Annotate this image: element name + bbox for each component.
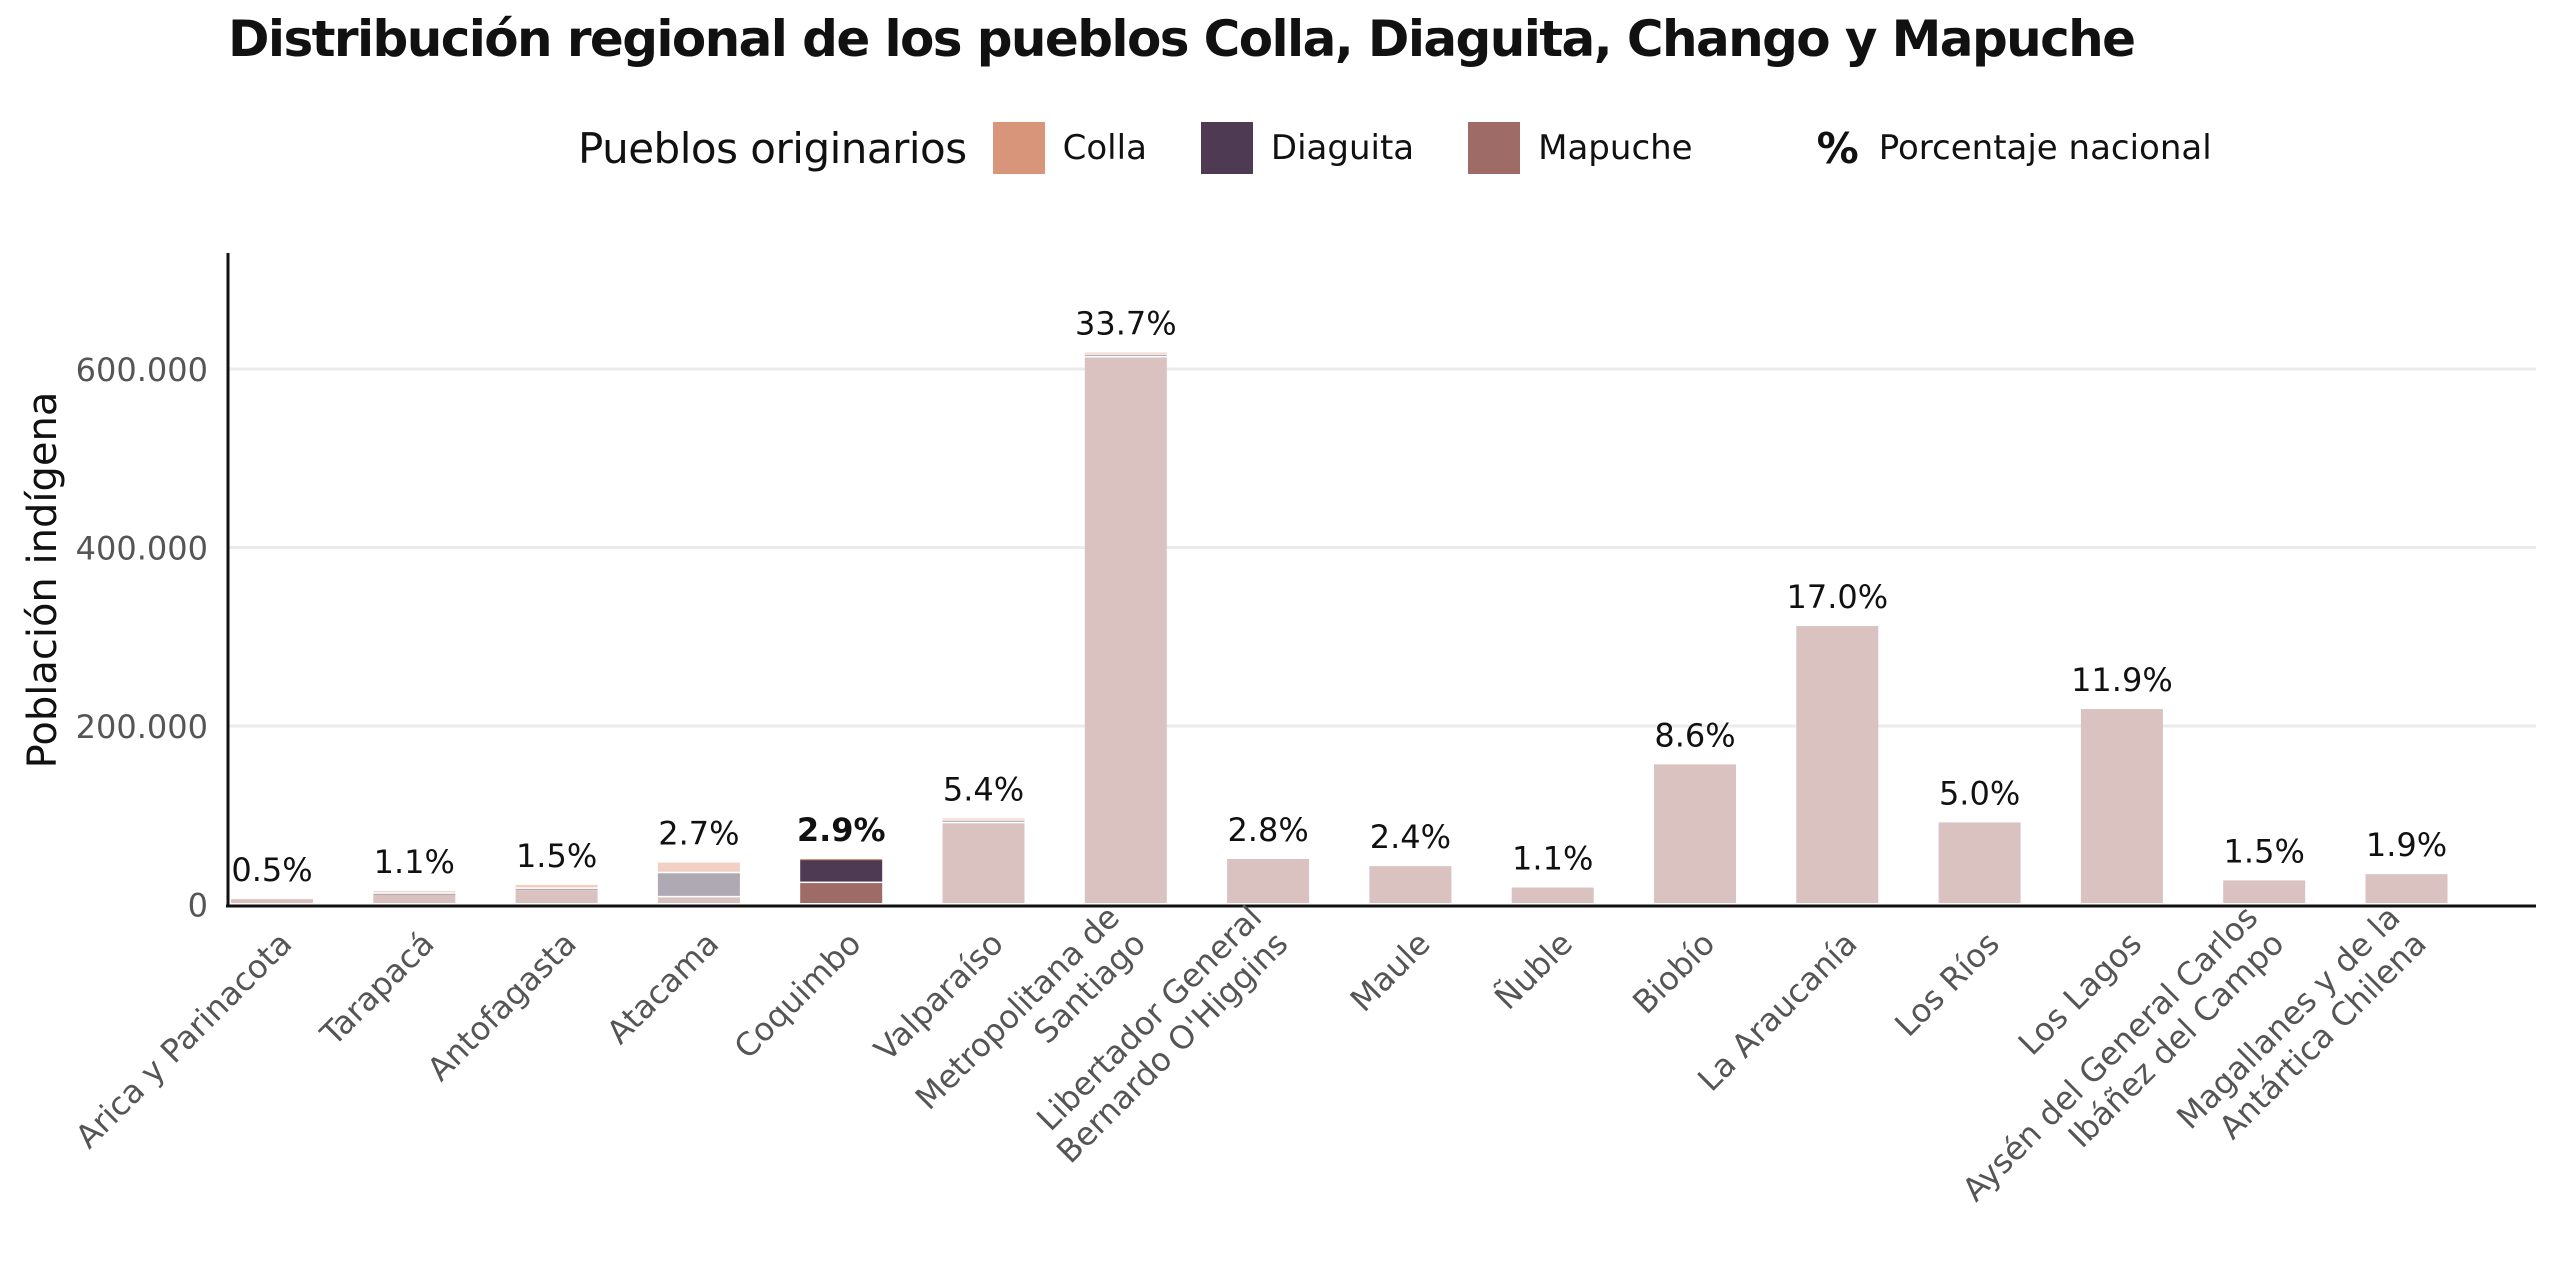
- percent-label: 5.4%: [943, 770, 1024, 808]
- y-tick-label: 600.000: [76, 351, 208, 389]
- bar-mapuche-los-rios: [1938, 822, 2021, 903]
- bar-colla-atacama: [657, 862, 740, 872]
- svg-text:Biobío: Biobío: [1625, 924, 1722, 1021]
- svg-text:Tarapacá: Tarapacá: [312, 924, 441, 1053]
- bar-colla-metropolitana-de-santiago: [1084, 352, 1167, 354]
- bar-mapuche-valparaiso: [942, 823, 1025, 903]
- legend-item-mapuche: Mapuche: [1468, 122, 1693, 174]
- bar-mapuche-metropolitana-de-santiago: [1084, 357, 1167, 904]
- bar-mapuche-nuble: [1511, 887, 1594, 903]
- percent-label: 8.6%: [1654, 716, 1735, 754]
- percent-label: 0.5%: [231, 851, 312, 889]
- x-tick-label: Tarapacá: [312, 924, 441, 1053]
- percent-label: 1.9%: [2366, 826, 2447, 864]
- percent-label: 11.9%: [2071, 661, 2173, 699]
- x-tick-label: Antofagasta: [420, 924, 584, 1088]
- bar-colla-tarapaca: [373, 891, 456, 893]
- legend-swatch-mapuche: [1468, 122, 1521, 174]
- bar-mapuche-tarapaca: [373, 894, 456, 903]
- x-tick-label: Arica y Parinacota: [68, 924, 299, 1155]
- bar-mapuche-aysen-del-general-carlos-ibanez-del-campo: [2223, 880, 2306, 903]
- svg-text:Atacama: Atacama: [599, 924, 726, 1051]
- y-axis-title: Población indígena: [20, 392, 66, 769]
- bar-diaguita-valparaiso: [942, 820, 1025, 822]
- svg-text:Antofagasta: Antofagasta: [420, 924, 584, 1088]
- legend-label-diaguita: Diaguita: [1270, 128, 1415, 168]
- percent-legend-label: Porcentaje nacional: [1878, 128, 2212, 168]
- bar-colla-valparaiso: [942, 818, 1025, 820]
- legend-title: Pueblos originarios: [578, 123, 967, 173]
- legend-label-mapuche: Mapuche: [1538, 128, 1693, 168]
- svg-text:Coquimbo: Coquimbo: [727, 924, 869, 1066]
- percent-label: 2.4%: [1370, 818, 1451, 856]
- bar-mapuche-coquimbo: [800, 883, 883, 903]
- percent-label: 1.5%: [2224, 832, 2305, 870]
- svg-text:Ñuble: Ñuble: [1487, 924, 1580, 1017]
- percent-label: 2.9%: [797, 811, 886, 849]
- bar-colla-antofagasta: [515, 884, 598, 888]
- x-tick-label: Biobío: [1625, 924, 1722, 1021]
- percent-label: 17.0%: [1786, 578, 1888, 616]
- bar-diaguita-antofagasta: [515, 888, 598, 891]
- bar-colla-coquimbo: [800, 858, 883, 861]
- legend-item-colla: Colla: [992, 122, 1147, 174]
- percent-label: 1.1%: [1512, 840, 1593, 878]
- bar-diaguita-atacama: [657, 873, 740, 896]
- legend-swatch-diaguita: [1200, 122, 1253, 174]
- svg-text:Los Ríos: Los Ríos: [1887, 924, 2007, 1044]
- axes: [226, 253, 2536, 908]
- chart-title: Distribución regional de los pueblos Col…: [228, 10, 2136, 68]
- percent-symbol-icon: %: [1816, 123, 1859, 173]
- legend-label-colla: Colla: [1062, 128, 1147, 168]
- bar-diaguita-tarapaca: [373, 893, 456, 895]
- percent-labels: 0.5% 1.1% 1.5% 2.7% 2.9% 5.4% 33.7% 2.8% 2.4% 1.1…: [231, 305, 2447, 890]
- bar-diaguita-coquimbo: [800, 859, 883, 882]
- bars: [231, 352, 2448, 904]
- bar-mapuche-libertador-general-bernardo-o-higgins: [1227, 858, 1310, 903]
- bar-mapuche-arica-y-parinacota: [231, 899, 313, 903]
- bar-mapuche-maule: [1369, 866, 1452, 903]
- percent-label: 1.5%: [516, 837, 597, 875]
- percent-label: 33.7%: [1075, 305, 1177, 343]
- percent-label: 2.7%: [658, 815, 739, 853]
- bar-mapuche-antofagasta: [515, 890, 598, 903]
- x-tick-label: Los Ríos: [1887, 924, 2007, 1044]
- percent-label: 2.8%: [1227, 811, 1308, 849]
- x-tick-label: Ñuble: [1487, 924, 1580, 1017]
- y-tick-labels: 0 200.000 400.000 600.000: [76, 351, 208, 924]
- bar-mapuche-la-araucania: [1796, 626, 1879, 903]
- x-tick-label: Coquimbo: [727, 924, 869, 1066]
- bar-mapuche-los-lagos: [2080, 709, 2163, 903]
- x-tick-label: Atacama: [599, 924, 726, 1051]
- y-tick-label: 0: [188, 887, 208, 925]
- x-tick-label: Maule: [1343, 924, 1438, 1019]
- legend-item-diaguita: Diaguita: [1200, 122, 1415, 174]
- bar-mapuche-biobio: [1654, 764, 1736, 903]
- bar-mapuche-magallanes-y-de-la-antartica-chilena: [2365, 874, 2448, 903]
- bar-diaguita-metropolitana-de-santiago: [1084, 354, 1167, 356]
- legend: Pueblos originarios Colla Diaguita Mapuc…: [578, 118, 2212, 178]
- svg-text:Arica y Parinacota: Arica y Parinacota: [68, 924, 299, 1155]
- gridlines: [228, 367, 2536, 728]
- legend-swatch-colla: [992, 122, 1045, 174]
- y-tick-label: 200.000: [76, 708, 208, 746]
- percent-label: 1.1%: [374, 843, 455, 881]
- svg-text:Maule: Maule: [1343, 924, 1438, 1019]
- bar-mapuche-atacama: [657, 897, 740, 903]
- percent-label: 5.0%: [1939, 774, 2020, 812]
- y-tick-label: 400.000: [76, 530, 208, 568]
